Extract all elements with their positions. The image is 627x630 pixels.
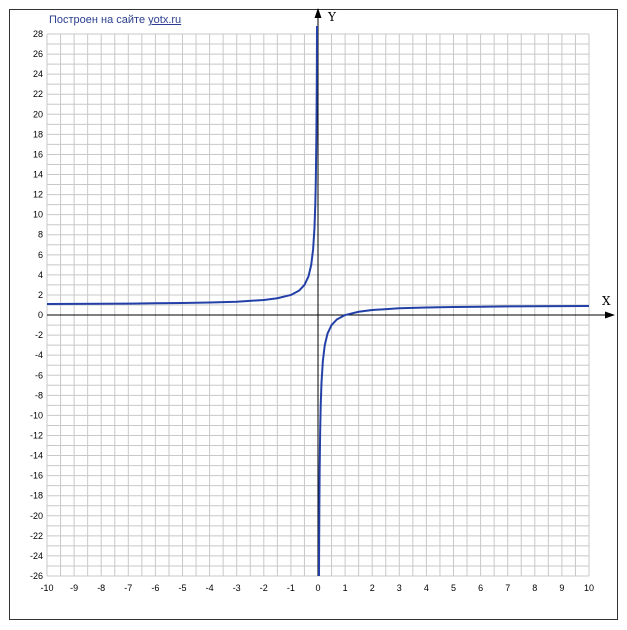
site-credit: Построен на сайте yotx.ru <box>49 14 181 26</box>
y-tick-label: -16 <box>30 471 43 481</box>
x-tick-label: 6 <box>478 583 483 593</box>
y-tick-label: 20 <box>33 109 43 119</box>
y-tick-label: 24 <box>33 69 43 79</box>
y-tick-label: -6 <box>35 370 43 380</box>
x-tick-label: -6 <box>151 583 159 593</box>
y-tick-label: -12 <box>30 430 43 440</box>
x-axis-arrow <box>605 311 615 319</box>
y-tick-label: 0 <box>38 310 43 320</box>
x-tick-label: -2 <box>260 583 268 593</box>
x-tick-label: -5 <box>178 583 186 593</box>
x-tick-label: -10 <box>40 583 53 593</box>
y-tick-label: -4 <box>35 350 43 360</box>
y-tick-label: -10 <box>30 410 43 420</box>
y-tick-label: -14 <box>30 451 43 461</box>
credit-text: Построен на сайте <box>49 14 146 26</box>
x-tick-label: 4 <box>424 583 429 593</box>
x-tick-label: 8 <box>532 583 537 593</box>
x-tick-label: 9 <box>559 583 564 593</box>
x-tick-label: 5 <box>451 583 456 593</box>
y-tick-label: 4 <box>38 270 43 280</box>
x-tick-label: -1 <box>287 583 295 593</box>
y-tick-label: 28 <box>33 29 43 39</box>
curve-branch-right <box>318 305 589 576</box>
x-tick-label: -3 <box>233 583 241 593</box>
x-tick-label: 7 <box>505 583 510 593</box>
y-tick-label: 18 <box>33 129 43 139</box>
y-tick-label: 14 <box>33 170 43 180</box>
x-tick-label: 0 <box>315 583 320 593</box>
y-tick-label: -20 <box>30 511 43 521</box>
y-tick-label: 8 <box>38 230 43 240</box>
y-tick-label: 2 <box>38 290 43 300</box>
y-tick-label: -24 <box>30 551 43 561</box>
y-tick-label: 6 <box>38 250 43 260</box>
y-tick-label: 22 <box>33 89 43 99</box>
curve-series <box>47 26 589 576</box>
y-tick-label: -26 <box>30 571 43 581</box>
y-tick-label: -2 <box>35 330 43 340</box>
y-tick-label: 26 <box>33 49 43 59</box>
y-tick-label: -18 <box>30 491 43 501</box>
x-tick-label: -7 <box>124 583 132 593</box>
curve-branch-left <box>47 26 319 305</box>
plot-frame <box>9 9 618 620</box>
x-tick-label: -9 <box>70 583 78 593</box>
tick-labels: -10 -9 -8 -7 -6 -5 -4 -3 -2 -1 0 1 2 3 4 5 6 7 8 9 102826242… <box>30 29 594 593</box>
x-tick-label: -4 <box>206 583 214 593</box>
axes <box>47 8 615 576</box>
y-tick-label: 10 <box>33 210 43 220</box>
x-tick-label: 10 <box>584 583 594 593</box>
y-tick-label: -8 <box>35 390 43 400</box>
y-axis-title: Y <box>327 10 337 24</box>
y-tick-label: 12 <box>33 190 43 200</box>
x-tick-label: -8 <box>97 583 105 593</box>
credit-link[interactable]: yotx.ru <box>148 14 182 26</box>
y-tick-label: -22 <box>30 531 43 541</box>
x-tick-label: 3 <box>397 583 402 593</box>
x-tick-label: 2 <box>370 583 375 593</box>
x-axis-title: X <box>602 294 611 308</box>
y-tick-label: 16 <box>33 149 43 159</box>
x-tick-label: 1 <box>343 583 348 593</box>
y-axis-arrow <box>314 8 322 18</box>
